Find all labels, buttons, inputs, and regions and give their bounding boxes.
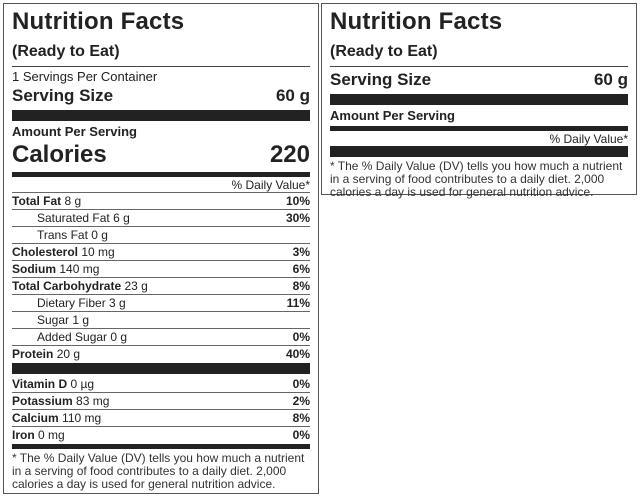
nutrient-row-cholesterol: Cholesterol 10 mg 3% bbox=[12, 243, 310, 259]
footnote: * The % Daily Value (DV) tells you how m… bbox=[12, 451, 305, 491]
calories-value: 220 bbox=[269, 141, 310, 168]
thick-divider bbox=[330, 146, 628, 157]
nutrient-row-saturated-fat: Saturated Fat 6 g 30% bbox=[12, 209, 310, 226]
vitamin-row-iron: Iron 0 mg 0% bbox=[12, 426, 310, 442]
serving-size-row: Serving Size 60 g bbox=[330, 70, 628, 90]
nutrient-row-total-carbohydrate: Total Carbohydrate 23 g 8% bbox=[12, 277, 310, 293]
divider bbox=[12, 66, 310, 67]
calories-label: Calories bbox=[12, 141, 107, 168]
nutrient-row-sodium: Sodium 140 mg 6% bbox=[12, 260, 310, 276]
nutrient-row-dietary-fiber: Dietary Fiber 3 g 11% bbox=[12, 294, 310, 311]
calories-row: Calories 220 bbox=[12, 141, 310, 169]
amount-per-serving: Amount Per Serving bbox=[330, 108, 455, 123]
amount-per-serving: Amount Per Serving bbox=[12, 124, 137, 139]
vitamin-row-vitamin-d: Vitamin D 0 µg 0% bbox=[12, 376, 310, 391]
nutrition-label-compact: Nutrition Facts (Ready to Eat) Serving S… bbox=[321, 3, 637, 199]
nutrient-row-added-sugar: Added Sugar 0 g 0% bbox=[12, 328, 310, 345]
medium-divider bbox=[330, 126, 628, 131]
vitamin-row-calcium: Calcium 110 mg 8% bbox=[12, 409, 310, 425]
serving-size-value: 60 g bbox=[275, 86, 310, 105]
label-subtitle: (Ready to Eat) bbox=[330, 43, 438, 60]
nutrient-row-total-fat: Total Fat 8 g 10% bbox=[12, 192, 310, 208]
medium-divider bbox=[12, 172, 310, 177]
daily-value-header: % Daily Value* bbox=[231, 178, 310, 192]
daily-value-header: % Daily Value* bbox=[549, 132, 628, 146]
footnote: * The % Daily Value (DV) tells you how m… bbox=[330, 159, 623, 199]
nutrient-row-trans-fat: Trans Fat 0 g bbox=[12, 226, 310, 243]
vitamin-row-potassium: Potassium 83 mg 2% bbox=[12, 392, 310, 408]
serving-size-label: Serving Size bbox=[12, 86, 114, 105]
label-title: Nutrition Facts bbox=[330, 8, 503, 35]
divider bbox=[330, 66, 628, 67]
serving-size-row: Serving Size 60 g bbox=[12, 86, 310, 106]
label-title: Nutrition Facts bbox=[12, 8, 185, 35]
vitamin-list: Vitamin D 0 µg 0% Potassium 83 mg 2% Cal… bbox=[12, 375, 310, 443]
thick-divider bbox=[12, 110, 310, 121]
nutrient-row-protein: Protein 20 g 40% bbox=[12, 345, 310, 361]
thick-divider bbox=[330, 94, 628, 105]
nutrient-list: Total Fat 8 g 10% Saturated Fat 6 g 30% … bbox=[12, 192, 310, 362]
servings-per-container: 1 Servings Per Container bbox=[12, 69, 158, 84]
label-subtitle: (Ready to Eat) bbox=[12, 43, 120, 60]
serving-size-value: 60 g bbox=[593, 70, 628, 89]
nutrient-row-sugar: Sugar 1 g bbox=[12, 311, 310, 328]
medium-divider bbox=[12, 444, 310, 449]
thick-divider bbox=[12, 363, 310, 374]
serving-size-label: Serving Size bbox=[330, 70, 432, 89]
nutrition-label-full: Nutrition Facts (Ready to Eat) 1 Serving… bbox=[3, 3, 319, 494]
